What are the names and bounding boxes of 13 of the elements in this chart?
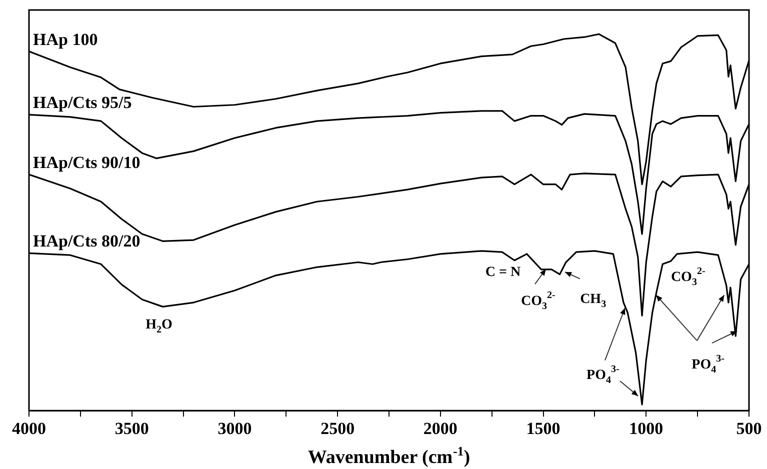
series-label: HAp/Cts 95/5 xyxy=(33,93,132,112)
x-tick-label: 4000 xyxy=(12,419,46,438)
x-tick-label: 2500 xyxy=(320,419,355,438)
x-tick-label: 1000 xyxy=(629,419,664,438)
x-tick-label: 3000 xyxy=(218,419,252,438)
series-label: HAp 100 xyxy=(33,30,98,49)
series-label: HAp/Cts 90/10 xyxy=(33,152,140,172)
series-label: HAp/Cts 80/20 xyxy=(33,232,140,251)
annotation: C = N xyxy=(485,265,521,280)
x-tick-label: 1500 xyxy=(526,419,560,438)
x-tick-label: 3500 xyxy=(114,419,149,438)
x-tick-label: 500 xyxy=(736,419,762,438)
x-tick-label: 2000 xyxy=(423,419,458,438)
